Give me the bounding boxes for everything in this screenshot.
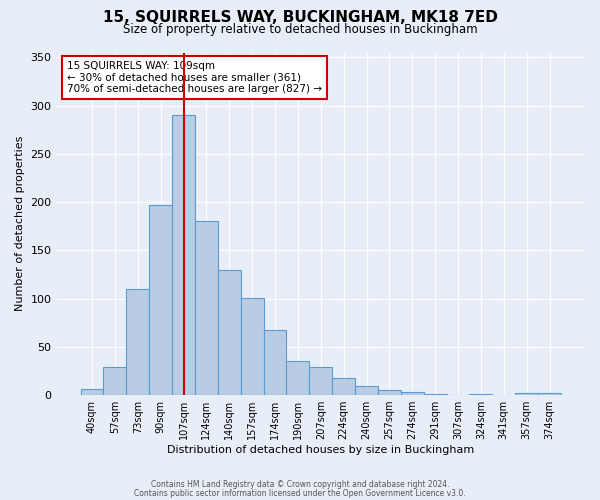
Bar bbox=[515, 393, 538, 395]
Bar bbox=[241, 298, 263, 395]
Bar bbox=[218, 270, 241, 395]
Bar bbox=[127, 289, 149, 395]
Text: Contains HM Land Registry data © Crown copyright and database right 2024.: Contains HM Land Registry data © Crown c… bbox=[151, 480, 449, 489]
Y-axis label: Number of detached properties: Number of detached properties bbox=[15, 136, 25, 312]
Bar bbox=[332, 378, 355, 395]
Bar bbox=[103, 367, 127, 395]
Text: 15 SQUIRRELS WAY: 109sqm
← 30% of detached houses are smaller (361)
70% of semi-: 15 SQUIRRELS WAY: 109sqm ← 30% of detach… bbox=[67, 61, 322, 94]
Bar bbox=[355, 386, 378, 395]
Bar bbox=[149, 205, 172, 395]
Text: 15, SQUIRRELS WAY, BUCKINGHAM, MK18 7ED: 15, SQUIRRELS WAY, BUCKINGHAM, MK18 7ED bbox=[103, 10, 497, 25]
Bar bbox=[172, 115, 195, 395]
Bar bbox=[378, 390, 401, 395]
Bar bbox=[538, 393, 561, 395]
Bar bbox=[310, 367, 332, 395]
Bar bbox=[263, 330, 286, 395]
Bar bbox=[195, 222, 218, 395]
Bar bbox=[80, 390, 103, 395]
Text: Size of property relative to detached houses in Buckingham: Size of property relative to detached ho… bbox=[122, 22, 478, 36]
X-axis label: Distribution of detached houses by size in Buckingham: Distribution of detached houses by size … bbox=[167, 445, 475, 455]
Bar bbox=[424, 394, 446, 395]
Text: Contains public sector information licensed under the Open Government Licence v3: Contains public sector information licen… bbox=[134, 489, 466, 498]
Bar bbox=[401, 392, 424, 395]
Bar bbox=[286, 362, 310, 395]
Bar bbox=[469, 394, 493, 395]
